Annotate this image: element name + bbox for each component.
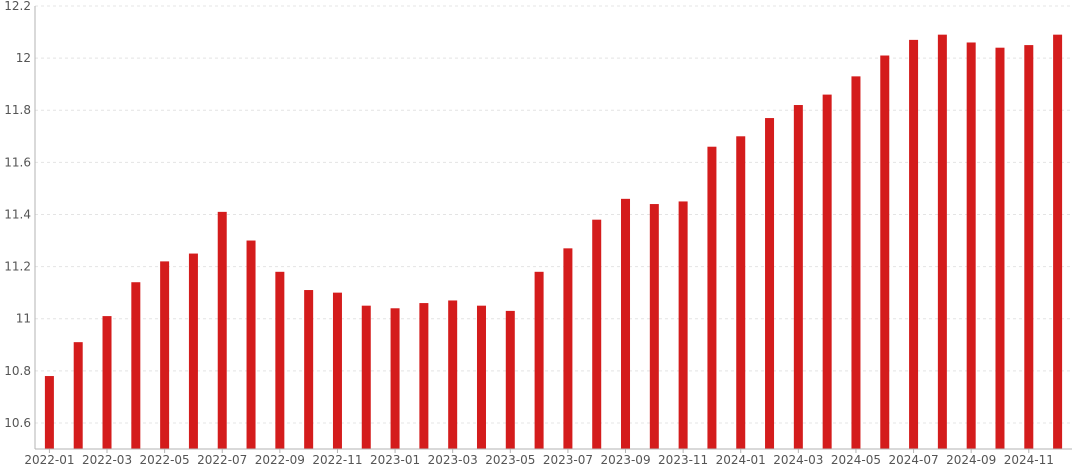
bar: [476, 305, 486, 449]
bar: [592, 219, 602, 449]
axes: [34, 6, 1072, 453]
x-tick-labels: 2022-01 2022-03 2022-05 2022-07 2022-09 2022-…: [24, 453, 1054, 467]
bar: [937, 34, 947, 450]
y-tick-label: 12: [16, 51, 31, 65]
bar: [736, 136, 746, 449]
bar: [707, 146, 717, 449]
bar: [649, 204, 659, 449]
x-tick-label: 2024-05: [831, 453, 881, 467]
x-tick-label: 2023-09: [600, 453, 650, 467]
bar: [102, 316, 112, 449]
x-tick-label: 2022-03: [82, 453, 132, 467]
x-tick-label: 2023-05: [485, 453, 535, 467]
x-tick-label: 2024-07: [888, 453, 938, 467]
bar: [995, 47, 1005, 449]
x-tick-label: 2022-09: [255, 453, 305, 467]
x-tick-label: 2024-03: [773, 453, 823, 467]
bar: [851, 76, 861, 449]
bar: [966, 42, 976, 449]
bar: [188, 253, 198, 449]
y-tick-label: 10.6: [4, 416, 31, 430]
y-tick-label: 11: [16, 312, 31, 326]
y-tick-label: 12.2: [4, 0, 31, 13]
bar: [73, 342, 83, 449]
bar: [361, 305, 371, 449]
bar: [390, 308, 400, 449]
bar: [304, 290, 314, 449]
y-tick-label: 10.8: [4, 364, 31, 378]
bar: [1024, 45, 1034, 450]
x-tick-label: 2023-07: [543, 453, 593, 467]
x-tick-label: 2023-01: [370, 453, 420, 467]
y-tick-label: 11.6: [4, 155, 31, 169]
x-tick-label: 2024-09: [946, 453, 996, 467]
y-tick-labels: 10.6 10.8 11 11.2 11.4 11.6 11.8 12 12.2: [4, 0, 31, 430]
bar: [563, 248, 573, 449]
bar: [621, 198, 631, 449]
bar: [44, 376, 54, 449]
bar: [909, 39, 919, 450]
bar: [419, 303, 429, 449]
bar-series: [44, 34, 1063, 450]
bar: [678, 201, 688, 449]
y-tick-label: 11.4: [4, 207, 31, 221]
y-tick-label: 11.2: [4, 260, 31, 274]
x-tick-label: 2024-01: [716, 453, 766, 467]
bar: [246, 240, 256, 449]
bar: [131, 282, 141, 449]
bar: [880, 55, 890, 449]
x-tick-label: 2022-11: [312, 453, 362, 467]
bar: [793, 105, 803, 449]
bar: [160, 261, 170, 449]
x-tick-label: 2022-01: [24, 453, 74, 467]
x-tick-label: 2022-07: [197, 453, 247, 467]
grid-lines: [35, 5, 1072, 424]
bar: [217, 211, 227, 449]
bar: [765, 118, 775, 449]
x-tick-label: 2023-03: [428, 453, 478, 467]
x-tick-label: 2024-11: [1004, 453, 1054, 467]
bar: [822, 94, 832, 449]
x-tick-label: 2022-05: [140, 453, 190, 467]
y-tick-label: 11.8: [4, 103, 31, 117]
bar: [1053, 34, 1063, 450]
bar: [505, 310, 515, 449]
bar: [534, 271, 544, 449]
bar: [275, 271, 285, 449]
x-tick-label: 2023-11: [658, 453, 708, 467]
bar: [332, 292, 342, 449]
bar: [448, 300, 458, 449]
